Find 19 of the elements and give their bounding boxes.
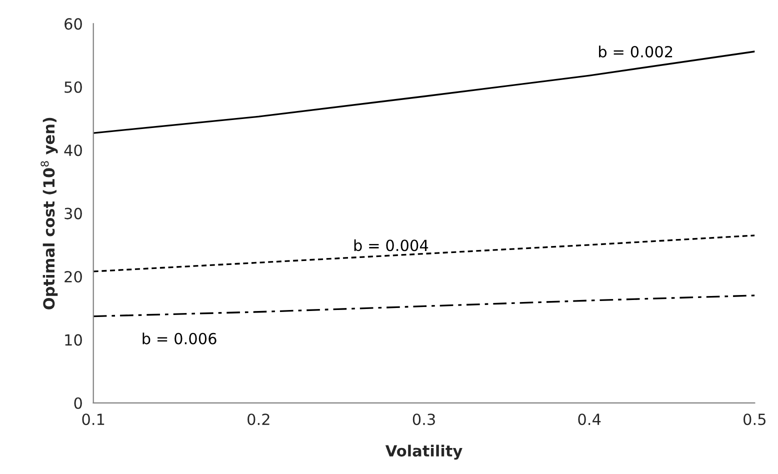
y-tick-label: 60	[64, 18, 82, 30]
y-tick-label: 10	[65, 334, 82, 346]
series-label: b = 0.002	[599, 46, 672, 58]
x-tick-label: 0.1	[82, 414, 104, 426]
x-tick-label: 0.4	[578, 414, 601, 426]
y-tick-label: 40	[64, 144, 82, 156]
y-tick-label: 50	[64, 81, 82, 93]
x-tick-label: 0.3	[412, 414, 435, 426]
x-tick-label: 0.5	[744, 414, 766, 426]
line-series	[93, 234, 755, 272]
series-label: b = 0.004	[354, 239, 428, 252]
line-series	[93, 294, 755, 318]
y-tick-label: 20	[64, 270, 82, 283]
y-tick-label: 0	[74, 397, 82, 409]
series-label: b = 0.006	[142, 332, 216, 344]
y-axis-title: Optimal cost (10$^{8}$ yen)	[40, 118, 58, 310]
y-tick-label: 30	[64, 208, 82, 220]
x-tick-label: 0.2	[248, 414, 270, 426]
x-axis-title: Volatility	[385, 444, 462, 460]
